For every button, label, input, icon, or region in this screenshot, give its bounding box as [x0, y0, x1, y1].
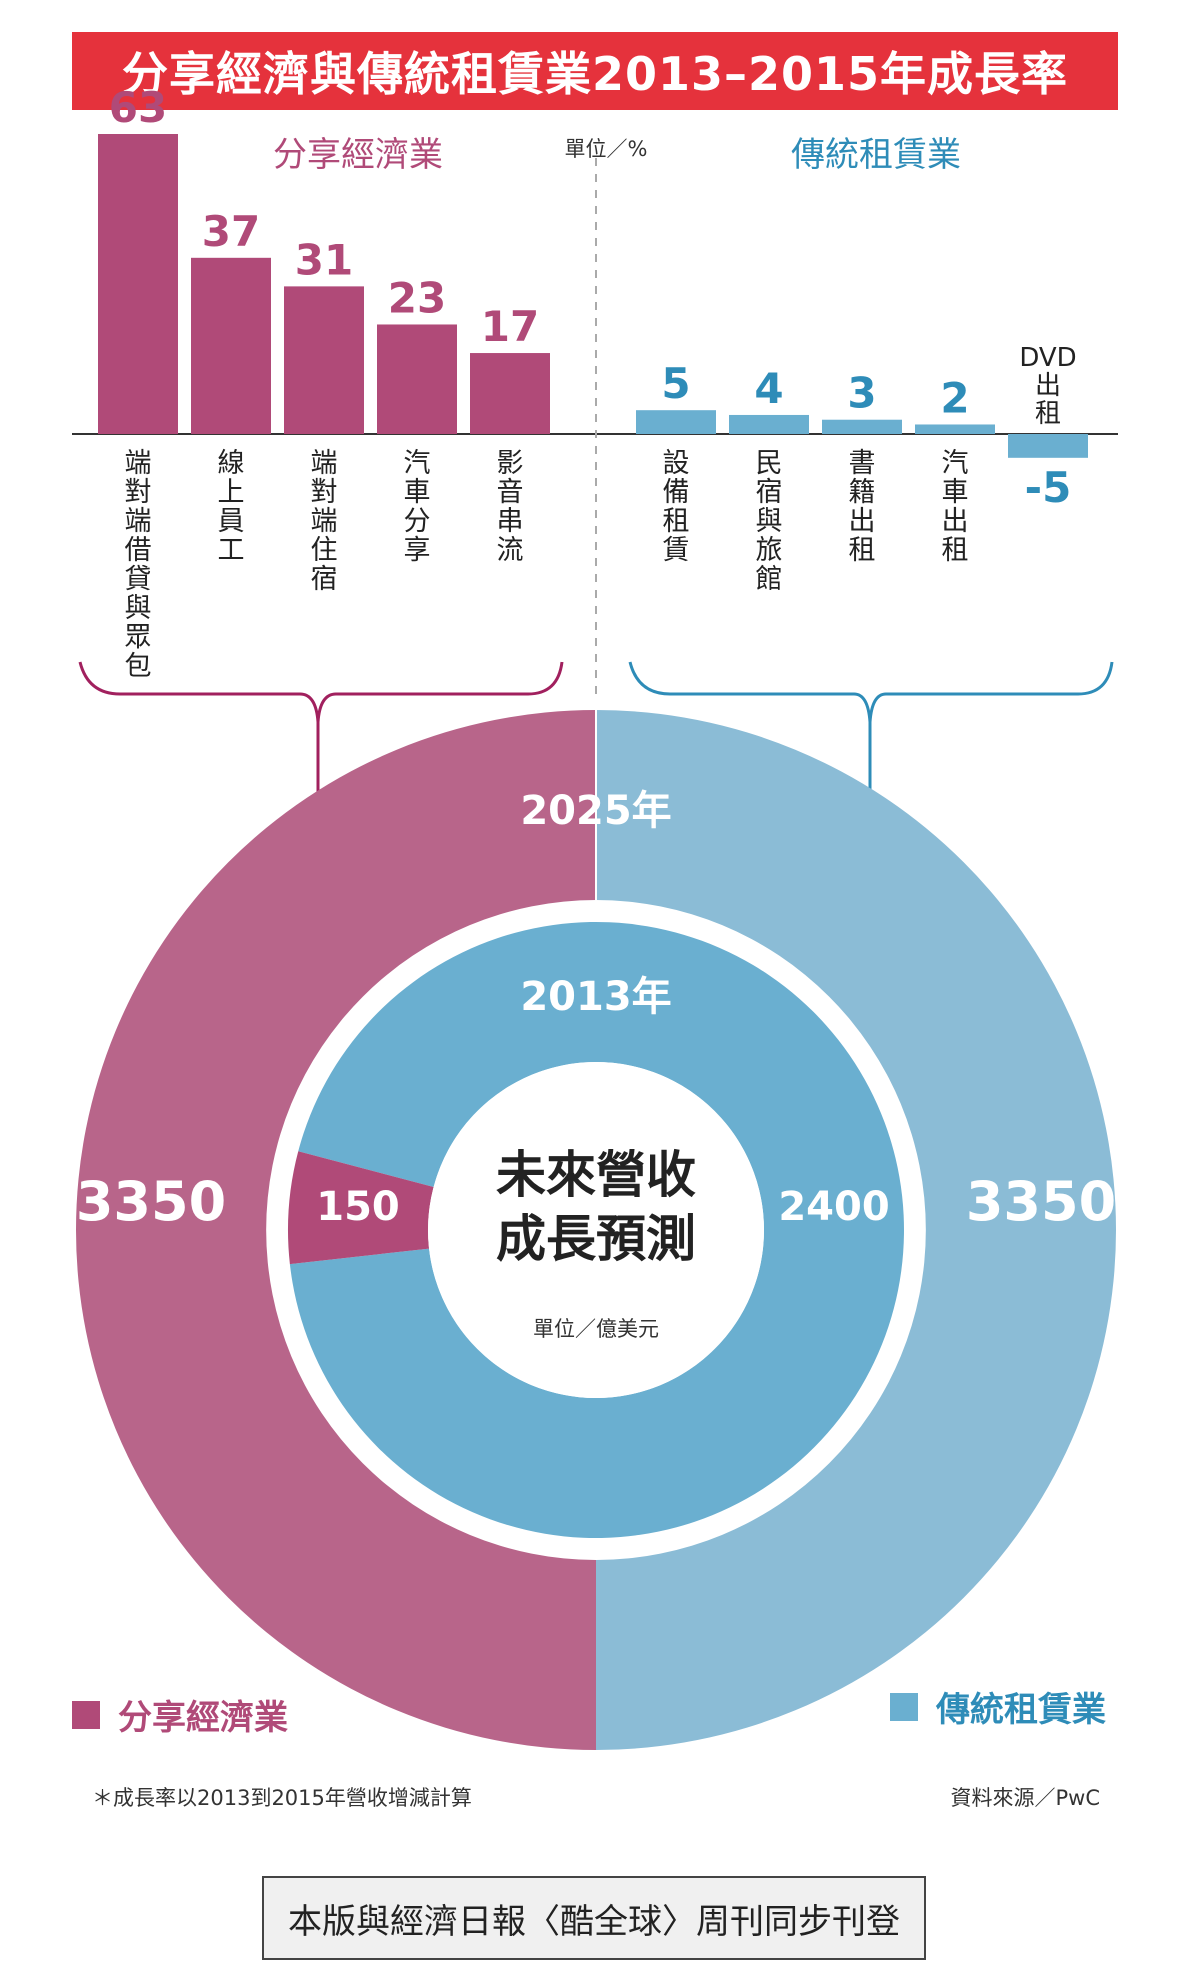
sharing-category-label-2-char: 員: [218, 506, 245, 537]
sharing-category-label-1-char: 端: [125, 448, 152, 479]
outer-ring-value-sharing: 3350: [76, 1170, 226, 1233]
sharing-category-label-4-char: 汽: [404, 448, 431, 479]
sharing-category-label-3-char: 端: [311, 506, 338, 537]
sharing-value-label-5: 17: [481, 302, 539, 351]
footnote: ＊成長率以2013到2015年營收增減計算: [92, 1786, 472, 1810]
traditional-category-label-1-char: 設: [663, 448, 690, 479]
traditional-category-label-3-char: 書: [849, 448, 876, 479]
sharing-category-label-1-char: 與: [125, 593, 152, 624]
sharing-category-label-5-char: 音: [497, 477, 524, 508]
ring-label-2025: 2025年: [520, 788, 671, 834]
traditional-category-label-5-part: DVD: [1019, 343, 1076, 373]
sharing-category-label-3-char: 住: [311, 535, 338, 566]
traditional-category-label-4-char: 車: [942, 477, 969, 508]
traditional-category-label-3-char: 出: [849, 506, 876, 537]
sharing-category-label-4-char: 車: [404, 477, 431, 508]
traditional-category-label-2-char: 旅: [756, 535, 783, 566]
traditional-category-label-2-char: 與: [756, 506, 783, 537]
sharing-category-label-1-char: 借: [125, 535, 152, 566]
traditional-value-label-3: 3: [847, 369, 876, 418]
sharing-value-label-4: 23: [388, 273, 446, 322]
unit-percent: 單位／%: [565, 137, 648, 161]
traditional-category-label-1-char: 租: [663, 506, 690, 537]
sharing-category-label-3-char: 端: [311, 448, 338, 479]
legend-sharing: 分享經濟業: [72, 1690, 288, 1739]
sharing-category-label-5-char: 串: [497, 506, 524, 537]
traditional-category-label-4-char: 租: [942, 535, 969, 566]
center-label-line1: 未來營收: [496, 1146, 696, 1204]
donut-center: [428, 1062, 764, 1398]
sharing-category-label-1-char: 端: [125, 506, 152, 537]
inner-ring-value-sharing: 150: [316, 1184, 400, 1230]
traditional-category-label-1-char: 賃: [663, 535, 690, 566]
inner-ring-slice-sharing: [287, 1151, 434, 1265]
chart-title: 分享經濟與傳統租賃業2013–2015年成長率: [72, 32, 1118, 110]
center-label-line2: 成長預測: [496, 1210, 696, 1268]
legend-swatch-traditional: [890, 1692, 918, 1721]
source-note: 資料來源／PwC: [950, 1786, 1100, 1810]
sharing-value-label-1: 63: [109, 83, 167, 132]
traditional-value-label-5: -5: [1025, 463, 1072, 512]
traditional-value-label-2: 4: [754, 364, 783, 413]
traditional-bar-3: [822, 419, 902, 434]
sharing-bar-1: [98, 134, 178, 434]
sharing-bar-2: [191, 257, 271, 434]
sharing-category-label-4-char: 分: [404, 506, 431, 537]
sharing-category-label-2-char: 上: [218, 477, 245, 508]
traditional-category-label-2-char: 宿: [756, 477, 783, 508]
sharing-category-label-1-char: 包: [125, 651, 152, 682]
traditional-category-label-1-char: 備: [663, 477, 690, 508]
traditional-bar-4: [915, 424, 995, 434]
inner-ring-value-traditional: 2400: [778, 1184, 889, 1230]
traditional-value-label-1: 5: [661, 359, 690, 408]
traditional-brace: [628, 661, 1114, 723]
traditional-category-label-2-char: 館: [756, 564, 783, 595]
legend-label-traditional: 傳統租賃業: [936, 1690, 1106, 1730]
publication-note: 本版與經濟日報〈酷全球〉周刊同步刊登: [262, 1876, 926, 1960]
traditional-category-label-4-char: 出: [942, 506, 969, 537]
sharing-category-label-3-char: 宿: [311, 564, 338, 595]
sharing-category-label-1-char: 對: [125, 477, 152, 508]
traditional-bar-2: [729, 414, 809, 434]
sharing-category-label-1-char: 眾: [125, 622, 152, 653]
traditional-category-label-3-char: 租: [849, 535, 876, 566]
outer-ring-slice-sharing: [76, 710, 596, 1750]
traditional-category-label-4-char: 汽: [942, 448, 969, 479]
legend-label-sharing: 分享經濟業: [118, 1698, 288, 1738]
inner-ring-slice-traditional: [289, 922, 905, 1539]
sharing-brace: [78, 661, 564, 723]
traditional-bar-5: [1008, 434, 1088, 458]
sharing-category-label-4-char: 享: [404, 535, 431, 566]
traditional-value-label-4: 2: [940, 373, 969, 422]
sharing-bar-5: [470, 353, 550, 434]
sharing-value-label-2: 37: [202, 207, 260, 256]
legend-traditional: 傳統租賃業: [890, 1682, 1106, 1731]
sharing-category-label-5-char: 影: [497, 448, 524, 479]
unit-money: 單位／億美元: [533, 1317, 659, 1341]
traditional-category-label-3-char: 籍: [849, 477, 876, 508]
traditional-category-label-2-char: 民: [756, 448, 783, 479]
sharing-category-label-3-char: 對: [311, 477, 338, 508]
traditional-category-label-5-part: 出: [1035, 371, 1061, 401]
ring-label-2013: 2013年: [520, 974, 671, 1020]
sharing-category-label-5-char: 流: [497, 535, 524, 566]
outer-ring-slice-traditional: [596, 710, 1116, 1750]
sharing-bar-4: [377, 324, 457, 434]
sharing-bar-3: [284, 286, 364, 434]
sharing-category-label-1-char: 貸: [125, 564, 152, 595]
sharing-value-label-3: 31: [295, 235, 353, 284]
sharing-category-label-2-char: 工: [218, 535, 245, 566]
sharing-category-label-2-char: 線: [218, 448, 245, 479]
sharing-bar-title: 分享經濟業: [273, 135, 443, 175]
traditional-bar-title: 傳統租賃業: [791, 135, 961, 175]
outer-ring-value-traditional: 3350: [966, 1170, 1116, 1233]
traditional-category-label-5-part: 租: [1035, 399, 1061, 429]
traditional-bar-1: [636, 410, 716, 434]
legend-swatch-sharing: [72, 1700, 100, 1729]
